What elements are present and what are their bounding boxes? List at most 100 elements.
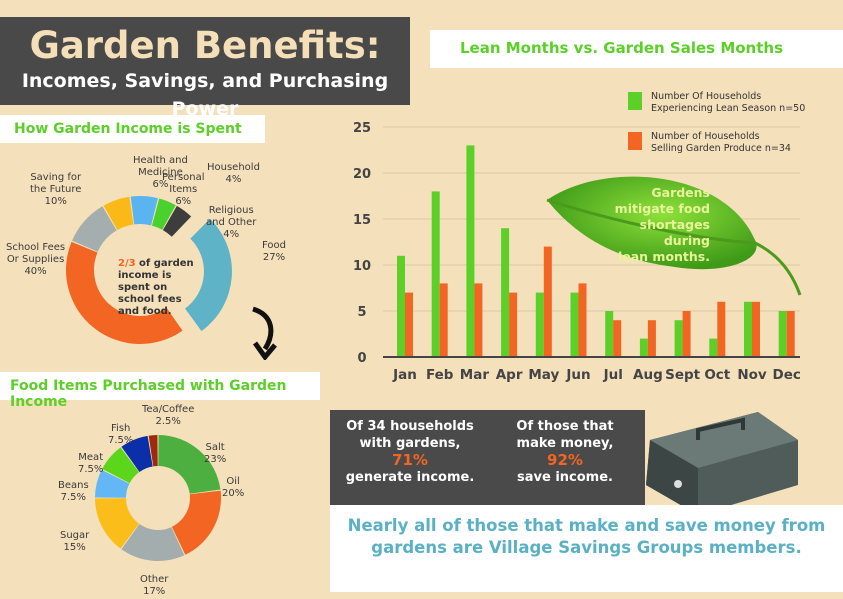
slice-label: Household 4% — [207, 162, 260, 185]
donut-slice — [185, 218, 232, 332]
bar-selling — [682, 311, 691, 357]
bar-selling — [613, 320, 622, 357]
donut-slice — [121, 524, 185, 561]
income-donut-title: How Garden Income is Spent — [0, 115, 265, 143]
x-tick-label: Apr — [496, 367, 523, 383]
slice-label: Beans 7.5% — [58, 480, 89, 503]
legend-swatch-lean — [628, 92, 642, 110]
x-tick-label: Oct — [704, 367, 730, 383]
cash-box-image — [646, 412, 798, 515]
bar-lean — [674, 320, 683, 357]
slice-label: Health and Medicine 6% — [133, 155, 188, 190]
donut-slice — [65, 241, 183, 344]
stat-savings: Of those that make money, 92% save incom… — [500, 418, 630, 486]
stat-text: Of those that make money, — [516, 419, 614, 451]
slice-label: Fish 7.5% — [108, 423, 134, 446]
x-tick-label: Nov — [737, 367, 767, 383]
food-donut-title: Food Items Purchased with Garden Income — [0, 372, 320, 410]
title-box: Garden Benefits: Incomes, Savings, and P… — [0, 17, 410, 120]
donut-slice — [148, 435, 158, 467]
slice-label: Salt 23% — [204, 442, 227, 465]
slice-label: Personal Items 6% — [162, 172, 205, 207]
bar-selling — [578, 283, 587, 357]
y-tick-label: 15 — [353, 213, 371, 228]
bar-lean — [535, 292, 544, 357]
slice-label: Tea/Coffee 2.5% — [142, 404, 195, 427]
slice-label: Religious and Other 4% — [206, 205, 257, 240]
x-tick-label: Dec — [773, 367, 801, 383]
y-tick-label: 20 — [353, 167, 371, 182]
income-donut-center-text: 2/3 of garden income is spent on school … — [118, 258, 198, 318]
y-tick-label: 10 — [353, 259, 371, 274]
donut-slice — [95, 469, 130, 498]
donut-slice — [95, 498, 139, 549]
bar-lean — [639, 338, 648, 357]
donut-slice — [130, 196, 158, 226]
bar-chart: 0 5 10 15 20 25 Jan Feb Mar Apr May Jun Jul Aug Sept Oc… — [353, 121, 801, 383]
page-title: Garden Benefits: — [29, 24, 381, 67]
food-donut-chart — [95, 435, 221, 561]
slice-label: Oil 20% — [222, 476, 245, 499]
donut-slice — [151, 198, 176, 230]
bar-lean — [501, 228, 510, 357]
stats-box: Of 34 households with gardens, 71% gener… — [330, 410, 645, 506]
donut-slice — [171, 490, 221, 555]
x-tick-label: Aug — [633, 367, 663, 383]
stat-text: generate income. — [345, 470, 475, 485]
slice-label: Sugar 15% — [60, 530, 90, 553]
x-tick-label: Feb — [426, 367, 454, 383]
donut-slice — [158, 435, 221, 494]
y-tick-label: 25 — [353, 121, 371, 136]
donut-slice — [102, 447, 139, 484]
bar-lean — [570, 292, 579, 357]
bar-lean — [709, 338, 718, 357]
bar-selling — [509, 292, 518, 357]
slice-label: Other 17% — [140, 574, 169, 597]
slice-label: Food 27% — [262, 240, 286, 263]
x-tick-label: Sept — [665, 367, 701, 383]
legend-label-lean: Number Of Households Experiencing Lean S… — [651, 91, 806, 114]
stat-percent: 92% — [547, 451, 583, 469]
bar-lean — [605, 311, 614, 357]
x-tick-label: May — [528, 367, 559, 383]
bar-selling — [717, 301, 726, 357]
bar-lean — [778, 311, 787, 357]
highlight-fraction: 2/3 — [118, 258, 136, 269]
bar-selling — [439, 283, 448, 357]
stat-text: Of 34 households with gardens, — [346, 419, 474, 451]
bar-selling — [786, 311, 795, 357]
stat-text: save income. — [517, 470, 613, 485]
donut-slice — [162, 205, 192, 237]
slice-label: Saving for the Future 10% — [30, 172, 82, 207]
bar-selling — [647, 320, 656, 357]
income-donut-chart — [65, 196, 232, 344]
bar-lean — [466, 145, 475, 357]
y-tick-label: 0 — [357, 351, 366, 366]
donut-slice — [121, 435, 153, 472]
bar-lean — [744, 301, 752, 357]
slice-label: Meat 7.5% — [78, 452, 104, 475]
x-tick-label: Jul — [603, 367, 623, 383]
stat-percent: 71% — [392, 451, 428, 469]
page-subtitle: Incomes, Savings, and Purchasing Power — [21, 70, 389, 120]
stat-income: Of 34 households with gardens, 71% gener… — [340, 418, 480, 486]
leaf-image — [546, 176, 802, 296]
bar-selling — [543, 246, 552, 357]
slice-label: School Fees Or Supplies 40% — [6, 242, 66, 277]
donut-slice — [72, 206, 117, 252]
x-tick-label: Jun — [565, 367, 590, 383]
legend-swatch-selling — [628, 132, 642, 150]
x-tick-label: Jan — [392, 367, 417, 383]
footer-message: Nearly all of those that make and save m… — [330, 505, 843, 592]
bar-selling — [474, 283, 483, 357]
bar-chart-title: Lean Months vs. Garden Sales Months — [430, 30, 843, 68]
center-text: of garden income is spent on school fees… — [118, 258, 194, 317]
leaf-annotation: Gardens mitigate food shortages during l… — [614, 185, 710, 264]
bar-lean — [397, 255, 405, 357]
bar-lean — [431, 191, 440, 357]
bar-selling — [752, 301, 760, 357]
bar-selling — [405, 292, 413, 357]
legend-label-selling: Number of Households Selling Garden Prod… — [651, 131, 791, 154]
x-tick-label: Mar — [460, 367, 490, 383]
curved-arrow-icon — [252, 306, 277, 360]
